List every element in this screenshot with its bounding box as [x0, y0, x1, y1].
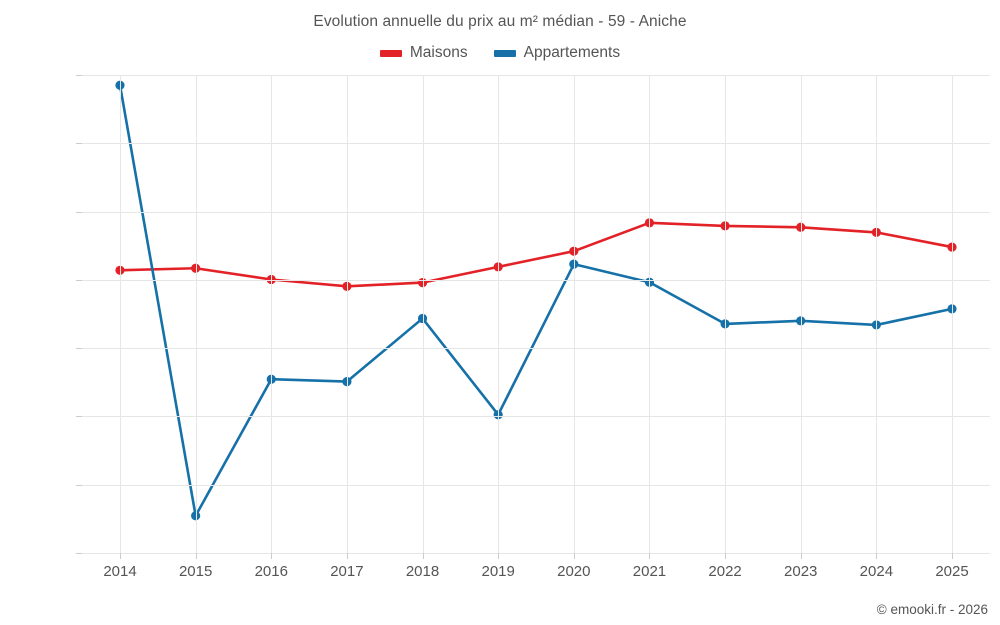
y-gridline [82, 211, 990, 213]
x-tick-mark [876, 553, 878, 559]
y-gridline [82, 553, 990, 554]
x-tick-mark [346, 553, 348, 559]
chart-legend: Maisons Appartements [0, 44, 1000, 62]
legend-swatch-maisons [379, 49, 402, 57]
x-tick-mark [498, 553, 500, 559]
y-gridline [82, 75, 990, 76]
y-tick-mark [76, 211, 82, 213]
chart-title: Evolution annuelle du prix au m² médian … [313, 13, 687, 30]
credit-text: © emooki.fr - 2026 [876, 602, 988, 617]
x-gridline [271, 75, 273, 553]
x-tick-mark [649, 553, 651, 559]
x-tick-mark [573, 553, 575, 559]
x-tick-mark [422, 553, 424, 559]
legend-label-appartements: Appartements [523, 44, 621, 61]
y-gridline [82, 416, 990, 418]
x-tick-label: 2016 [254, 563, 288, 580]
x-tick-label: 2023 [784, 563, 818, 580]
x-tick-label: 2015 [178, 563, 213, 580]
x-tick-mark [271, 553, 273, 559]
x-gridline [573, 75, 575, 553]
y-gridline [82, 279, 990, 281]
x-tick-label: 2022 [708, 563, 742, 580]
legend-item-maisons[interactable]: Maisons [379, 44, 468, 62]
x-gridline [725, 75, 727, 553]
x-tick-mark [120, 553, 121, 559]
x-tick-label: 2018 [405, 563, 440, 580]
x-tick-label: 2024 [859, 563, 894, 580]
x-tick-label: 2014 [103, 563, 137, 580]
y-gridline [82, 143, 990, 145]
x-gridline [649, 75, 651, 553]
y-tick-mark [76, 484, 82, 486]
series-layer [115, 80, 957, 521]
x-gridline [800, 75, 802, 553]
y-tick-mark [76, 348, 82, 350]
legend-item-appartements[interactable]: Appartements [493, 44, 621, 62]
y-tick-mark [76, 279, 82, 281]
x-gridline [346, 75, 348, 553]
x-gridline [120, 75, 121, 553]
y-tick-mark [76, 75, 82, 76]
y-gridline [82, 484, 990, 486]
x-gridline [876, 75, 878, 553]
x-gridline [422, 75, 424, 553]
plot-area: 200 €400 €600 €800 €1 000 €1 200 €1 400 … [76, 75, 990, 580]
y-tick-mark [76, 143, 82, 145]
series-line-maisons [118, 221, 954, 288]
x-tick-label: 2019 [481, 563, 515, 580]
x-tick-label: 2017 [330, 563, 364, 580]
x-tick-mark [725, 553, 727, 559]
x-tick-label: 2020 [557, 563, 591, 580]
x-tick-label: 2021 [632, 563, 667, 580]
y-tick-mark [76, 553, 82, 554]
x-gridline [498, 75, 500, 553]
x-tick-mark [952, 553, 953, 559]
y-tick-mark [76, 416, 82, 418]
legend-label-maisons: Maisons [409, 44, 468, 61]
x-gridline [952, 75, 953, 553]
x-tick-label: 2025 [935, 563, 969, 580]
x-gridline [195, 75, 197, 553]
y-gridline [82, 348, 990, 350]
series-line-appartements [118, 83, 954, 518]
x-tick-mark [195, 553, 197, 559]
legend-swatch-appartements [493, 49, 516, 57]
x-tick-mark [800, 553, 802, 559]
